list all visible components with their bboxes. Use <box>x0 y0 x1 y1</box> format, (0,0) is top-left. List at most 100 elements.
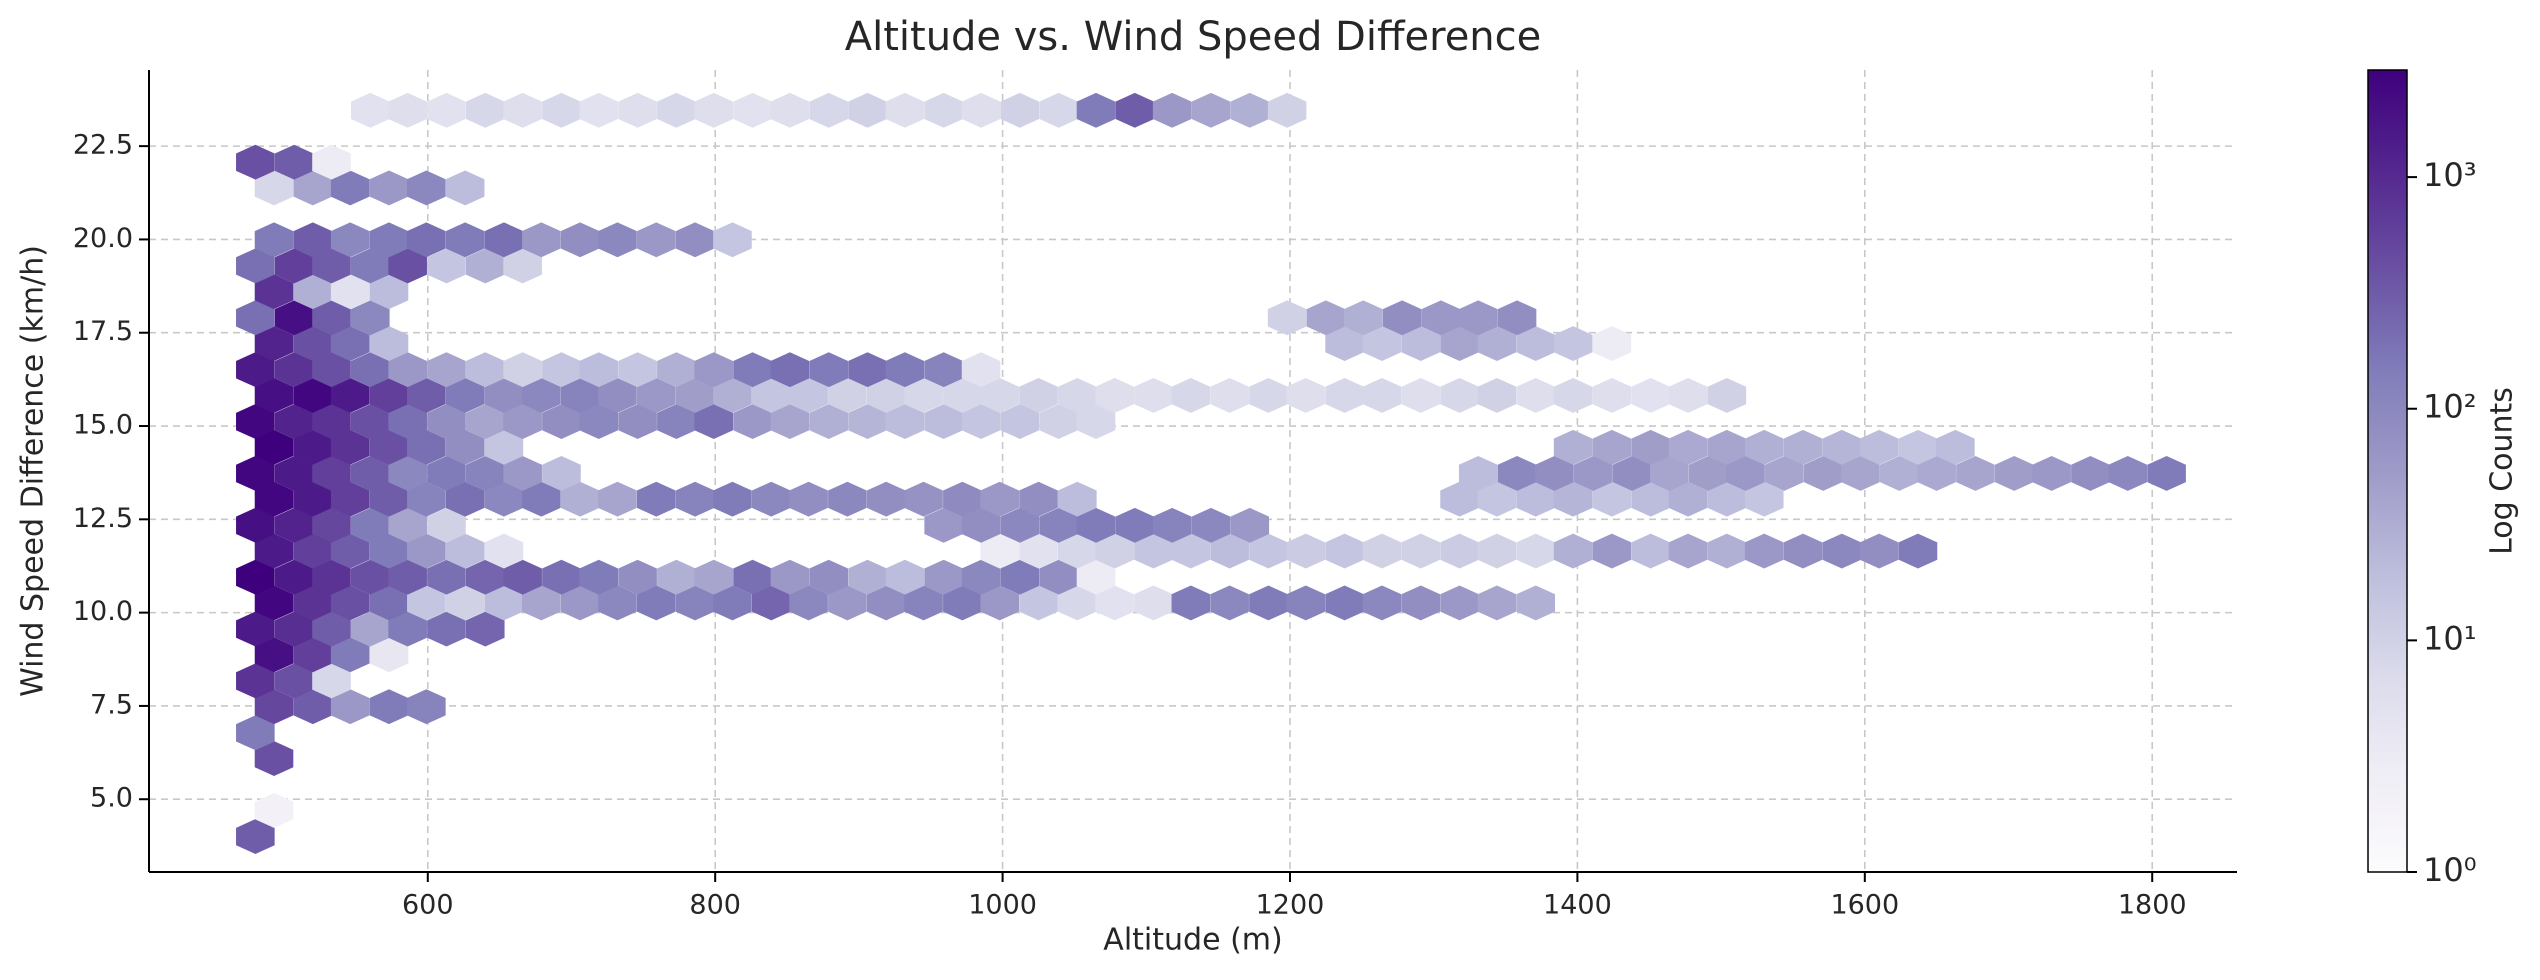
hex-cell <box>1440 326 1479 361</box>
hex-cell <box>1115 92 1155 128</box>
hex-cell <box>1516 533 1556 569</box>
hex-cell <box>1592 481 1632 517</box>
hex-cell <box>770 404 810 439</box>
hex-cell <box>1019 533 1058 569</box>
hex-cell <box>254 170 294 206</box>
hex-cell <box>1325 533 1364 569</box>
hex-cell <box>293 378 333 413</box>
hex-cell <box>1115 507 1155 543</box>
hex-cell <box>274 352 314 388</box>
hex-cell <box>407 170 446 206</box>
hex-cell <box>369 689 409 725</box>
hex-cell <box>1516 585 1556 621</box>
hex-cell <box>465 611 505 647</box>
hex-cell <box>636 585 676 621</box>
hex-cell <box>503 404 542 439</box>
hex-cell <box>427 559 466 595</box>
hex-cell <box>961 92 1001 128</box>
hex-cell <box>522 481 561 517</box>
hex-cell <box>484 533 524 569</box>
hex-cell <box>848 559 887 595</box>
hex-cell <box>733 92 772 128</box>
hex-cell <box>751 378 791 413</box>
hex-cell <box>1382 300 1422 336</box>
hex-cell <box>1306 300 1346 336</box>
hex-cell <box>236 456 275 491</box>
hex-cell <box>789 481 828 517</box>
hex-cell <box>330 378 370 413</box>
hex-cell <box>503 248 542 284</box>
hex-cell <box>312 663 351 699</box>
hex-cell <box>388 456 427 491</box>
hex-cell <box>445 481 485 517</box>
hex-cell <box>980 533 1020 569</box>
hex-cell <box>961 559 1001 595</box>
hex-cell <box>866 585 906 621</box>
hex-cell <box>445 170 485 206</box>
hex-cell <box>560 222 600 258</box>
hex-cell <box>236 352 275 388</box>
y-tick-label: 17.5 <box>73 316 133 347</box>
hex-cell <box>866 378 906 413</box>
hex-cell <box>694 559 734 595</box>
hex-cell <box>293 274 333 310</box>
hex-cell <box>694 404 734 439</box>
hex-cell <box>980 585 1020 621</box>
hex-cell <box>427 92 466 128</box>
hex-cell <box>484 429 524 465</box>
hex-cell <box>1210 585 1249 621</box>
y-tick-label: 5.0 <box>90 783 133 814</box>
hex-cell <box>809 404 849 439</box>
hex-cell <box>1631 429 1670 465</box>
hex-cell <box>1325 585 1364 621</box>
hex-cell <box>770 352 810 388</box>
hex-cell <box>1879 456 1919 491</box>
y-tick-label: 22.5 <box>73 130 133 161</box>
y-tick-label: 10.0 <box>73 596 133 627</box>
hex-cell <box>293 170 333 206</box>
hex-cell <box>848 352 887 388</box>
hex-cell <box>330 274 370 310</box>
hex-cell <box>924 352 963 388</box>
hex-cell <box>351 352 390 388</box>
hex-cell <box>542 404 581 439</box>
hex-cell <box>657 92 696 128</box>
colorbar <box>2367 69 2408 873</box>
hex-cell <box>1458 300 1498 336</box>
hex-cell <box>427 248 466 284</box>
hex-cell <box>694 92 734 128</box>
hex-cell <box>961 352 1001 388</box>
hex-cell <box>1553 533 1593 569</box>
hex-cell <box>1573 456 1613 491</box>
hex-cell <box>1516 326 1556 361</box>
hex-cell <box>943 481 982 517</box>
hex-cell <box>465 404 505 439</box>
hex-cell <box>1171 533 1211 569</box>
hex-cell <box>1076 92 1116 128</box>
hex-cell <box>713 378 752 413</box>
hex-cell <box>1039 507 1078 543</box>
hex-cell <box>351 559 390 595</box>
hex-cell <box>1134 585 1173 621</box>
hex-cell <box>542 352 581 388</box>
hex-cell <box>484 585 524 621</box>
hex-cell <box>694 352 734 388</box>
hex-cell <box>312 300 351 336</box>
hex-cell <box>924 92 963 128</box>
hex-cell <box>848 404 887 439</box>
hex-cell <box>1592 429 1632 465</box>
hex-cell <box>904 585 943 621</box>
hex-cell <box>312 248 351 284</box>
hex-cell <box>1783 533 1823 569</box>
hex-cell <box>1058 585 1097 621</box>
hex-cell <box>675 481 715 517</box>
hex-cell <box>369 429 409 465</box>
hex-cell <box>1650 456 1689 491</box>
hex-cell <box>330 637 370 673</box>
hex-cell <box>770 559 810 595</box>
hex-cell <box>369 274 409 310</box>
x-axis-label: Altitude (m) <box>1103 923 1282 958</box>
hex-cell <box>980 378 1020 413</box>
hex-cell <box>274 144 314 180</box>
